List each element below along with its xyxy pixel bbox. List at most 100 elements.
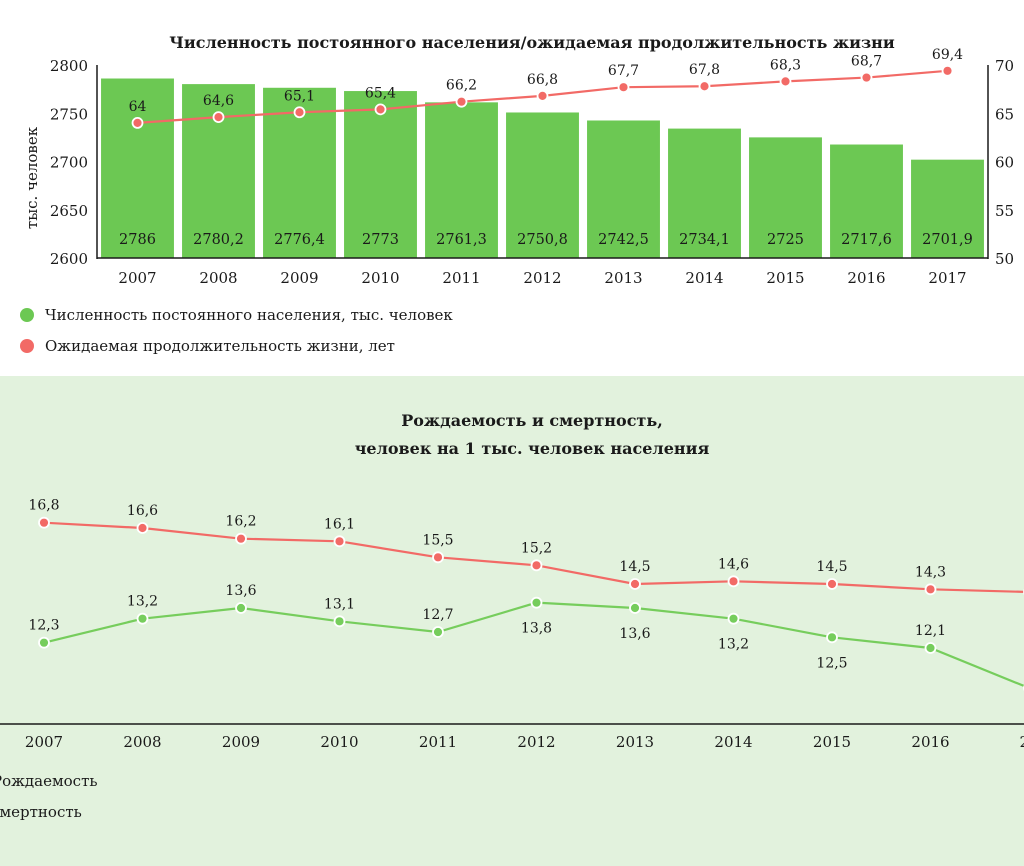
life-expectancy-label: 65,4 [365, 85, 396, 101]
legend-life-expectancy-marker [20, 339, 34, 353]
y2-tick-label: 70 [995, 57, 1014, 75]
x-tick-label: 2012 [517, 733, 555, 751]
life-expectancy-label: 65,1 [284, 88, 315, 104]
x-tick-label: 2009 [222, 733, 260, 751]
y2-tick-label: 65 [995, 105, 1014, 123]
death-rate-point [727, 575, 740, 588]
x-tick-label: 2015 [766, 269, 804, 287]
birth-rate-label: 13,8 [521, 621, 552, 637]
birth-rate-point [826, 631, 838, 644]
x-tick-label: 2015 [813, 733, 851, 751]
x-tick-label: 2010 [320, 733, 358, 751]
death-rate-point [38, 516, 50, 529]
x-tick-label: 2013 [616, 733, 654, 751]
death-rate-point [432, 551, 444, 564]
life-expectancy-point [374, 103, 387, 116]
life-expectancy-point [617, 81, 630, 94]
life-expectancy-point [536, 89, 549, 102]
x-tick-label: 2013 [604, 269, 642, 287]
death-rate-point [235, 532, 247, 545]
birth-rate-label: 12,3 [28, 618, 59, 634]
x-tick-label: 2012 [523, 269, 561, 287]
x-tick-label: 2011 [419, 733, 457, 751]
death-rate-label: 16,2 [225, 514, 256, 530]
death-rate-point [629, 578, 641, 590]
bar-value-label: 2725 [767, 232, 804, 248]
life-expectancy-point [293, 106, 306, 119]
death-rate-point [924, 583, 937, 596]
birth-rate-label: 13,2 [718, 637, 749, 653]
birth-rate-label: 13,6 [619, 626, 650, 642]
life-expectancy-label: 67,7 [608, 63, 639, 79]
birth-death-rate-chart: Рождаемость и смертность, человек на 1 ты… [0, 376, 1024, 866]
bar-value-label: 2717,6 [841, 232, 892, 248]
y-axis-label: тыс. человек [23, 126, 41, 229]
life-expectancy-point [941, 64, 954, 77]
y-tick-label: 2600 [50, 250, 88, 268]
x-tick-label: 2016 [847, 269, 885, 287]
death-rate-point [530, 559, 543, 572]
birth-rate-label: 13,1 [324, 596, 355, 612]
x-tick-label: 2016 [911, 733, 949, 751]
legend-population-marker [20, 308, 34, 322]
life-expectancy-point [698, 80, 711, 93]
death-rate-label: 16,1 [324, 516, 355, 532]
death-rate-point [333, 535, 346, 548]
bar [587, 120, 660, 258]
x-tick-label: 2010 [361, 269, 399, 287]
life-expectancy-point [455, 95, 468, 108]
life-expectancy-label: 68,7 [851, 54, 882, 70]
life-expectancy-label: 64 [129, 99, 147, 115]
birth-rate-point [924, 642, 937, 654]
bar-value-label: 2776,4 [274, 232, 325, 248]
legend-birth-label: Рождаемость [0, 772, 98, 790]
life-expectancy-label: 69,4 [932, 47, 963, 63]
population-chart-canvas: Численность постоянного населения/ожидае… [20, 33, 1014, 355]
life-expectancy-point [860, 71, 873, 84]
death-rate-label: 14,3 [915, 564, 946, 580]
death-rate-point [826, 578, 838, 590]
chart-subtitle: человек на 1 тыс. человек населения [355, 439, 710, 458]
x-tick-label: 2017 [928, 269, 966, 287]
birth-rate-point [235, 602, 247, 614]
y-tick-label: 2700 [50, 154, 88, 172]
y2-tick-label: 60 [995, 154, 1014, 172]
y-tick-label: 2750 [50, 105, 88, 123]
life-expectancy-label: 66,8 [527, 72, 558, 88]
x-tick-label: 2009 [280, 269, 318, 287]
death-rate-label: 16,6 [127, 503, 158, 519]
death-rate-label: 14,5 [619, 559, 650, 575]
death-rate-point [136, 522, 149, 534]
life-expectancy-label: 67,8 [689, 62, 720, 78]
x-tick-label: 20 [1019, 733, 1024, 751]
death-rate-line [43, 521, 1024, 593]
legend-life-expectancy-label: Ожидаемая продолжительность жизни, лет [45, 337, 395, 355]
life-expectancy-point [131, 117, 144, 129]
death-rate-label: 15,2 [521, 540, 552, 556]
x-tick-label: 2011 [442, 269, 480, 287]
life-expectancy-point [212, 111, 225, 124]
bar-value-label: 2780,2 [193, 232, 244, 248]
bar [101, 78, 174, 258]
birth-rate-label: 12,1 [915, 623, 946, 639]
y2-tick-label: 55 [995, 202, 1014, 220]
birth-rate-point [432, 626, 444, 638]
bar-value-label: 2701,9 [922, 232, 973, 248]
death-rate-label: 14,6 [718, 556, 749, 572]
birth-rate-point [38, 636, 50, 649]
life-expectancy-label: 68,3 [770, 57, 801, 73]
bar-value-label: 2750,8 [517, 232, 568, 248]
y-tick-label: 2800 [50, 57, 88, 75]
x-tick-label: 2008 [123, 733, 161, 751]
bar-value-label: 2773 [362, 232, 399, 248]
birth-rate-label: 13,6 [225, 583, 256, 599]
legend-death-label: Смертность [0, 803, 82, 821]
birth-rate-point [530, 596, 543, 609]
birth-rate-label: 12,5 [816, 655, 847, 671]
birth-rate-point [136, 612, 149, 625]
death-rate-label: 15,5 [422, 532, 453, 548]
birth-rate-label: 13,2 [127, 594, 158, 610]
bar-value-label: 2734,1 [679, 232, 730, 248]
x-tick-label: 2014 [714, 733, 752, 751]
bar-value-label: 2761,3 [436, 232, 487, 248]
